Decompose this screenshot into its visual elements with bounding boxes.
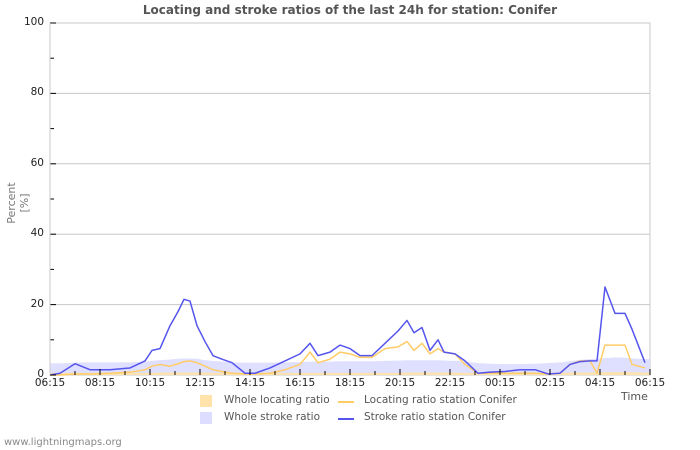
x-axis-label: Time <box>621 390 648 403</box>
whole-locating-swatch-icon <box>200 395 212 407</box>
locating-line-swatch-icon <box>338 401 354 403</box>
x-tick-label: 06:15 <box>34 377 66 389</box>
y-tick-label: 20 <box>30 297 44 310</box>
y-tick-label: 80 <box>30 86 44 99</box>
plot-frame <box>49 22 651 376</box>
x-tick-label: 18:15 <box>334 377 366 389</box>
x-tick-label: 08:15 <box>84 377 116 389</box>
x-tick-label: 12:15 <box>184 377 216 389</box>
x-tick-label: 20:15 <box>384 377 416 389</box>
y-tick-label: 40 <box>30 227 44 240</box>
stroke-line-swatch-icon <box>338 418 354 420</box>
x-tick-label: 22:15 <box>434 377 466 389</box>
whole-stroke-swatch-icon <box>200 412 212 424</box>
x-tick-label: 04:15 <box>584 377 616 389</box>
x-tick-label: 14:15 <box>234 377 266 389</box>
y-tick-label: 60 <box>30 156 44 169</box>
legend-label: Stroke ratio station Conifer <box>364 411 506 423</box>
legend-label: Whole locating ratio <box>224 394 330 406</box>
stroke-ratio-line <box>49 286 646 376</box>
x-tick-label: 02:15 <box>534 377 566 389</box>
x-tick-label: 10:15 <box>134 377 166 389</box>
x-tick-label: 00:15 <box>484 377 516 389</box>
y-tick-label: 100 <box>23 16 44 28</box>
x-tick-label: 06:15 <box>634 377 666 389</box>
legend-label: Locating ratio station Conifer <box>364 394 517 406</box>
footer-credit: www.lightningmaps.org <box>4 437 122 448</box>
chart-title: Locating and stroke ratios of the last 2… <box>142 3 558 17</box>
x-tick-label: 16:15 <box>284 377 316 389</box>
y-tick-label: 0 <box>37 368 44 380</box>
legend-label: Whole stroke ratio <box>224 411 320 423</box>
